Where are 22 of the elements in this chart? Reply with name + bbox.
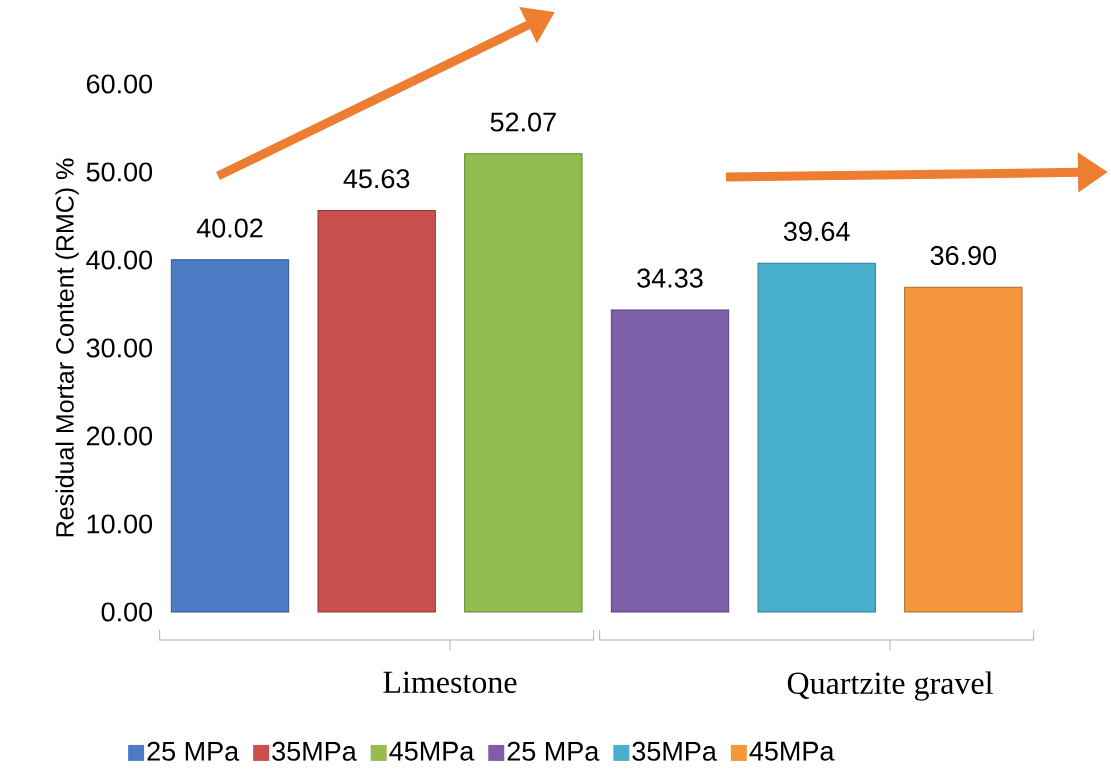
data-label: 40.02 [196,218,263,238]
data-label: 39.64 [783,221,850,241]
data-label: 36.90 [930,245,997,266]
y-tick-label: 20.00 [86,426,153,446]
data-label: 52.07 [490,112,556,132]
legend-label: 35MPa [632,741,717,761]
y-axis-title: Residual Mortar Content (RMC) % [55,158,79,537]
legend-label: 45MPa [389,741,475,761]
legend-label: 35MPa [272,741,357,761]
y-tick-label: 30.00 [86,338,153,358]
legend-label: 25 MPa [147,741,240,761]
y-tick-label: 50.00 [86,162,153,182]
legend-label: 45MPa [749,741,835,761]
y-tick-label: 60.00 [86,74,153,94]
y-tick-label: 40.00 [86,250,153,270]
y-tick-label: 0.00 [101,602,153,622]
legend-label: 25 MPa [507,741,600,761]
x-tick-label: Limestone [383,671,517,694]
y-tick-label: 10.00 [87,514,153,534]
x-tick-label: Quartzite gravel [787,671,993,701]
data-label: 45.63 [343,169,410,189]
data-label: 34.33 [637,268,703,288]
